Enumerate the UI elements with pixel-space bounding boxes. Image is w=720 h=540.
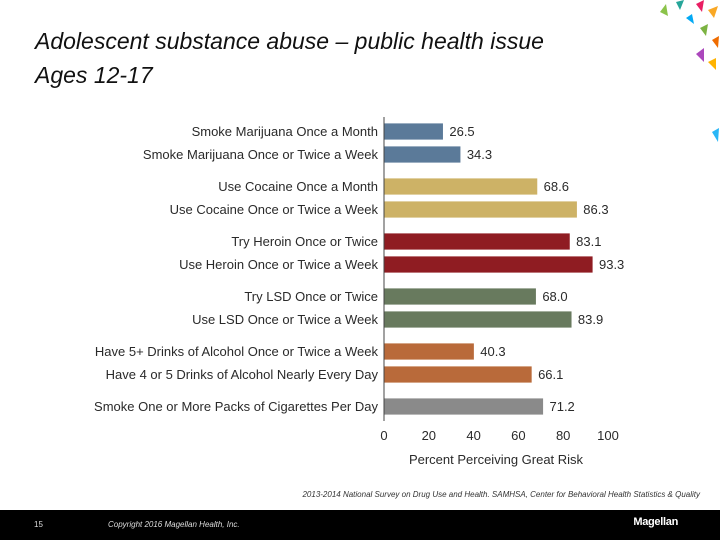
value-label-10: 71.2 <box>549 399 574 414</box>
bar-7 <box>383 310 573 329</box>
category-label-7: Use LSD Once or Twice a Week <box>192 312 378 327</box>
x-tick-label-1: 20 <box>422 428 436 443</box>
value-label-0: 26.5 <box>449 124 474 139</box>
bar-10 <box>383 397 544 416</box>
category-label-4: Try Heroin Once or Twice <box>231 234 378 249</box>
bar-1 <box>383 145 462 164</box>
x-tick-label-5: 100 <box>597 428 619 443</box>
category-label-10: Smoke One or More Packs of Cigarettes Pe… <box>94 399 378 414</box>
decorative-triangles <box>660 0 719 142</box>
category-label-5: Use Heroin Once or Twice a Week <box>179 257 378 272</box>
copyright-text: Copyright 2016 Magellan Health, Inc. <box>108 520 240 529</box>
value-label-4: 83.1 <box>576 234 601 249</box>
bar-8 <box>383 342 475 361</box>
x-tick-label-3: 60 <box>511 428 525 443</box>
category-label-9: Have 4 or 5 Drinks of Alcohol Nearly Eve… <box>106 367 379 382</box>
value-label-6: 68.0 <box>542 289 567 304</box>
slide-title: Adolescent substance abuse – public heal… <box>35 24 544 92</box>
x-tick-label-0: 0 <box>380 428 387 443</box>
bar-6 <box>383 287 537 306</box>
x-tick-label-4: 80 <box>556 428 570 443</box>
plot-area: Smoke Marijuana Once a Month 26.5 Smoke Ma… <box>94 117 624 467</box>
value-label-8: 40.3 <box>480 344 505 359</box>
source-note: 2013-2014 National Survey on Drug Use an… <box>302 490 700 499</box>
magellan-logo: Magellan <box>633 516 678 528</box>
category-label-3: Use Cocaine Once or Twice a Week <box>170 202 379 217</box>
value-label-5: 93.3 <box>599 257 624 272</box>
bar-3 <box>383 200 578 219</box>
value-label-3: 86.3 <box>583 202 608 217</box>
category-label-8: Have 5+ Drinks of Alcohol Once or Twice … <box>95 344 379 359</box>
category-label-6: Try LSD Once or Twice <box>244 289 378 304</box>
bar-5 <box>383 255 594 274</box>
x-axis-title: Percent Perceiving Great Risk <box>409 452 584 467</box>
category-label-0: Smoke Marijuana Once a Month <box>192 124 378 139</box>
footer-bar: 15 Copyright 2016 Magellan Health, Inc. … <box>0 510 720 540</box>
x-tick-label-2: 40 <box>466 428 480 443</box>
bar-4 <box>383 232 571 251</box>
category-label-1: Smoke Marijuana Once or Twice a Week <box>143 147 379 162</box>
bar-0 <box>383 122 444 141</box>
value-label-9: 66.1 <box>538 367 563 382</box>
page-number: 15 <box>34 520 43 529</box>
value-label-7: 83.9 <box>578 312 603 327</box>
slide-title-line2: Ages 12-17 <box>35 62 153 88</box>
value-label-2: 68.6 <box>544 179 569 194</box>
value-label-1: 34.3 <box>467 147 492 162</box>
slide-title-line1: Adolescent substance abuse – public heal… <box>35 28 544 54</box>
bar-2 <box>383 177 539 196</box>
category-label-2: Use Cocaine Once a Month <box>218 179 378 194</box>
bar-9 <box>383 365 533 384</box>
